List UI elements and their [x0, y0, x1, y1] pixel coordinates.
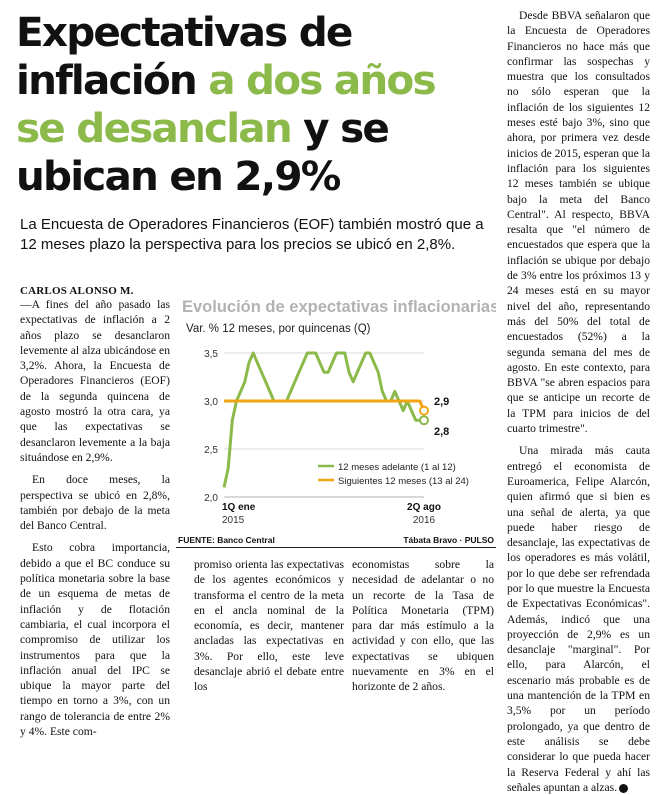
series-end-marker [419, 405, 429, 416]
x-tick-label: 2015 [222, 515, 245, 526]
headline-line-1: Expectativas de [16, 8, 353, 56]
chart-svg: Evolución de expectativas inflacionarias… [178, 298, 499, 545]
chart-source: FUENTE: Banco Central [178, 535, 275, 545]
body-paragraph: promiso orienta las expectativas de los … [194, 558, 344, 694]
body-paragraph: Una mirada más cauta entregó el economis… [507, 444, 650, 794]
chart-credit: Tábata Bravo · PULSO [403, 535, 494, 545]
x-tick-label: 1Q ene [222, 502, 256, 513]
series-end-label: 2,9 [434, 396, 449, 408]
body-column-1: —A fines del año pasado las expectativas… [20, 297, 170, 739]
headline-line-2b: a dos años [208, 56, 436, 104]
headline: Expectativas de inflación a dos años se … [16, 8, 486, 200]
body-paragraph: economistas sobre la necesidad de adelan… [352, 558, 494, 694]
legend-label: Siguientes 12 meses (13 al 24) [338, 476, 469, 487]
body-paragraph: Desde BBVA señalaron que la Encuesta de … [507, 9, 650, 436]
end-of-article-icon [619, 783, 629, 793]
headline-line-4: ubican en 2,9% [16, 152, 341, 200]
byline: CARLOS ALONSO M. [20, 285, 134, 297]
chart-title: Evolución de expectativas inflacionarias [182, 298, 496, 316]
series-layer [222, 351, 429, 488]
headline-line-3a: se desanclan [16, 104, 293, 152]
series-line-2 [224, 399, 426, 412]
chart-subtitle: Var. % 12 meses, por quincenas (Q) [186, 323, 371, 335]
y-tick-label: 2,5 [204, 445, 218, 456]
body-column-4: Desde BBVA señalaron que la Encuesta de … [507, 8, 650, 795]
body-paragraph: En doce meses, la perspectiva se ubicó e… [20, 473, 170, 533]
x-tick-label: 2016 [413, 515, 436, 526]
body-paragraph: —A fines del año pasado las expectativas… [20, 298, 170, 464]
deck-summary: La Encuesta de Operadores Financieros (E… [20, 216, 484, 253]
body-column-3: economistas sobre la necesidad de adelan… [352, 557, 494, 695]
headline-line-3b: y se [303, 104, 390, 152]
series-end-label: 2,8 [434, 426, 449, 438]
legend-label: 12 meses adelante (1 al 12) [338, 462, 456, 473]
inflation-expectations-chart: Evolución de expectativas inflacionarias… [176, 285, 499, 547]
series-end-marker [419, 415, 429, 426]
y-tick-label: 2,0 [204, 493, 218, 504]
y-tick-label: 3,5 [204, 349, 218, 360]
body-paragraph: Esto cobra importancia, debido a que el … [20, 541, 170, 739]
body-column-2: promiso orienta las expectativas de los … [194, 557, 344, 695]
chart-bottom-rule [176, 547, 496, 548]
y-tick-label: 3,0 [204, 397, 218, 408]
headline-line-2a: inflación [16, 56, 198, 104]
x-tick-label: 2Q ago [407, 502, 441, 513]
